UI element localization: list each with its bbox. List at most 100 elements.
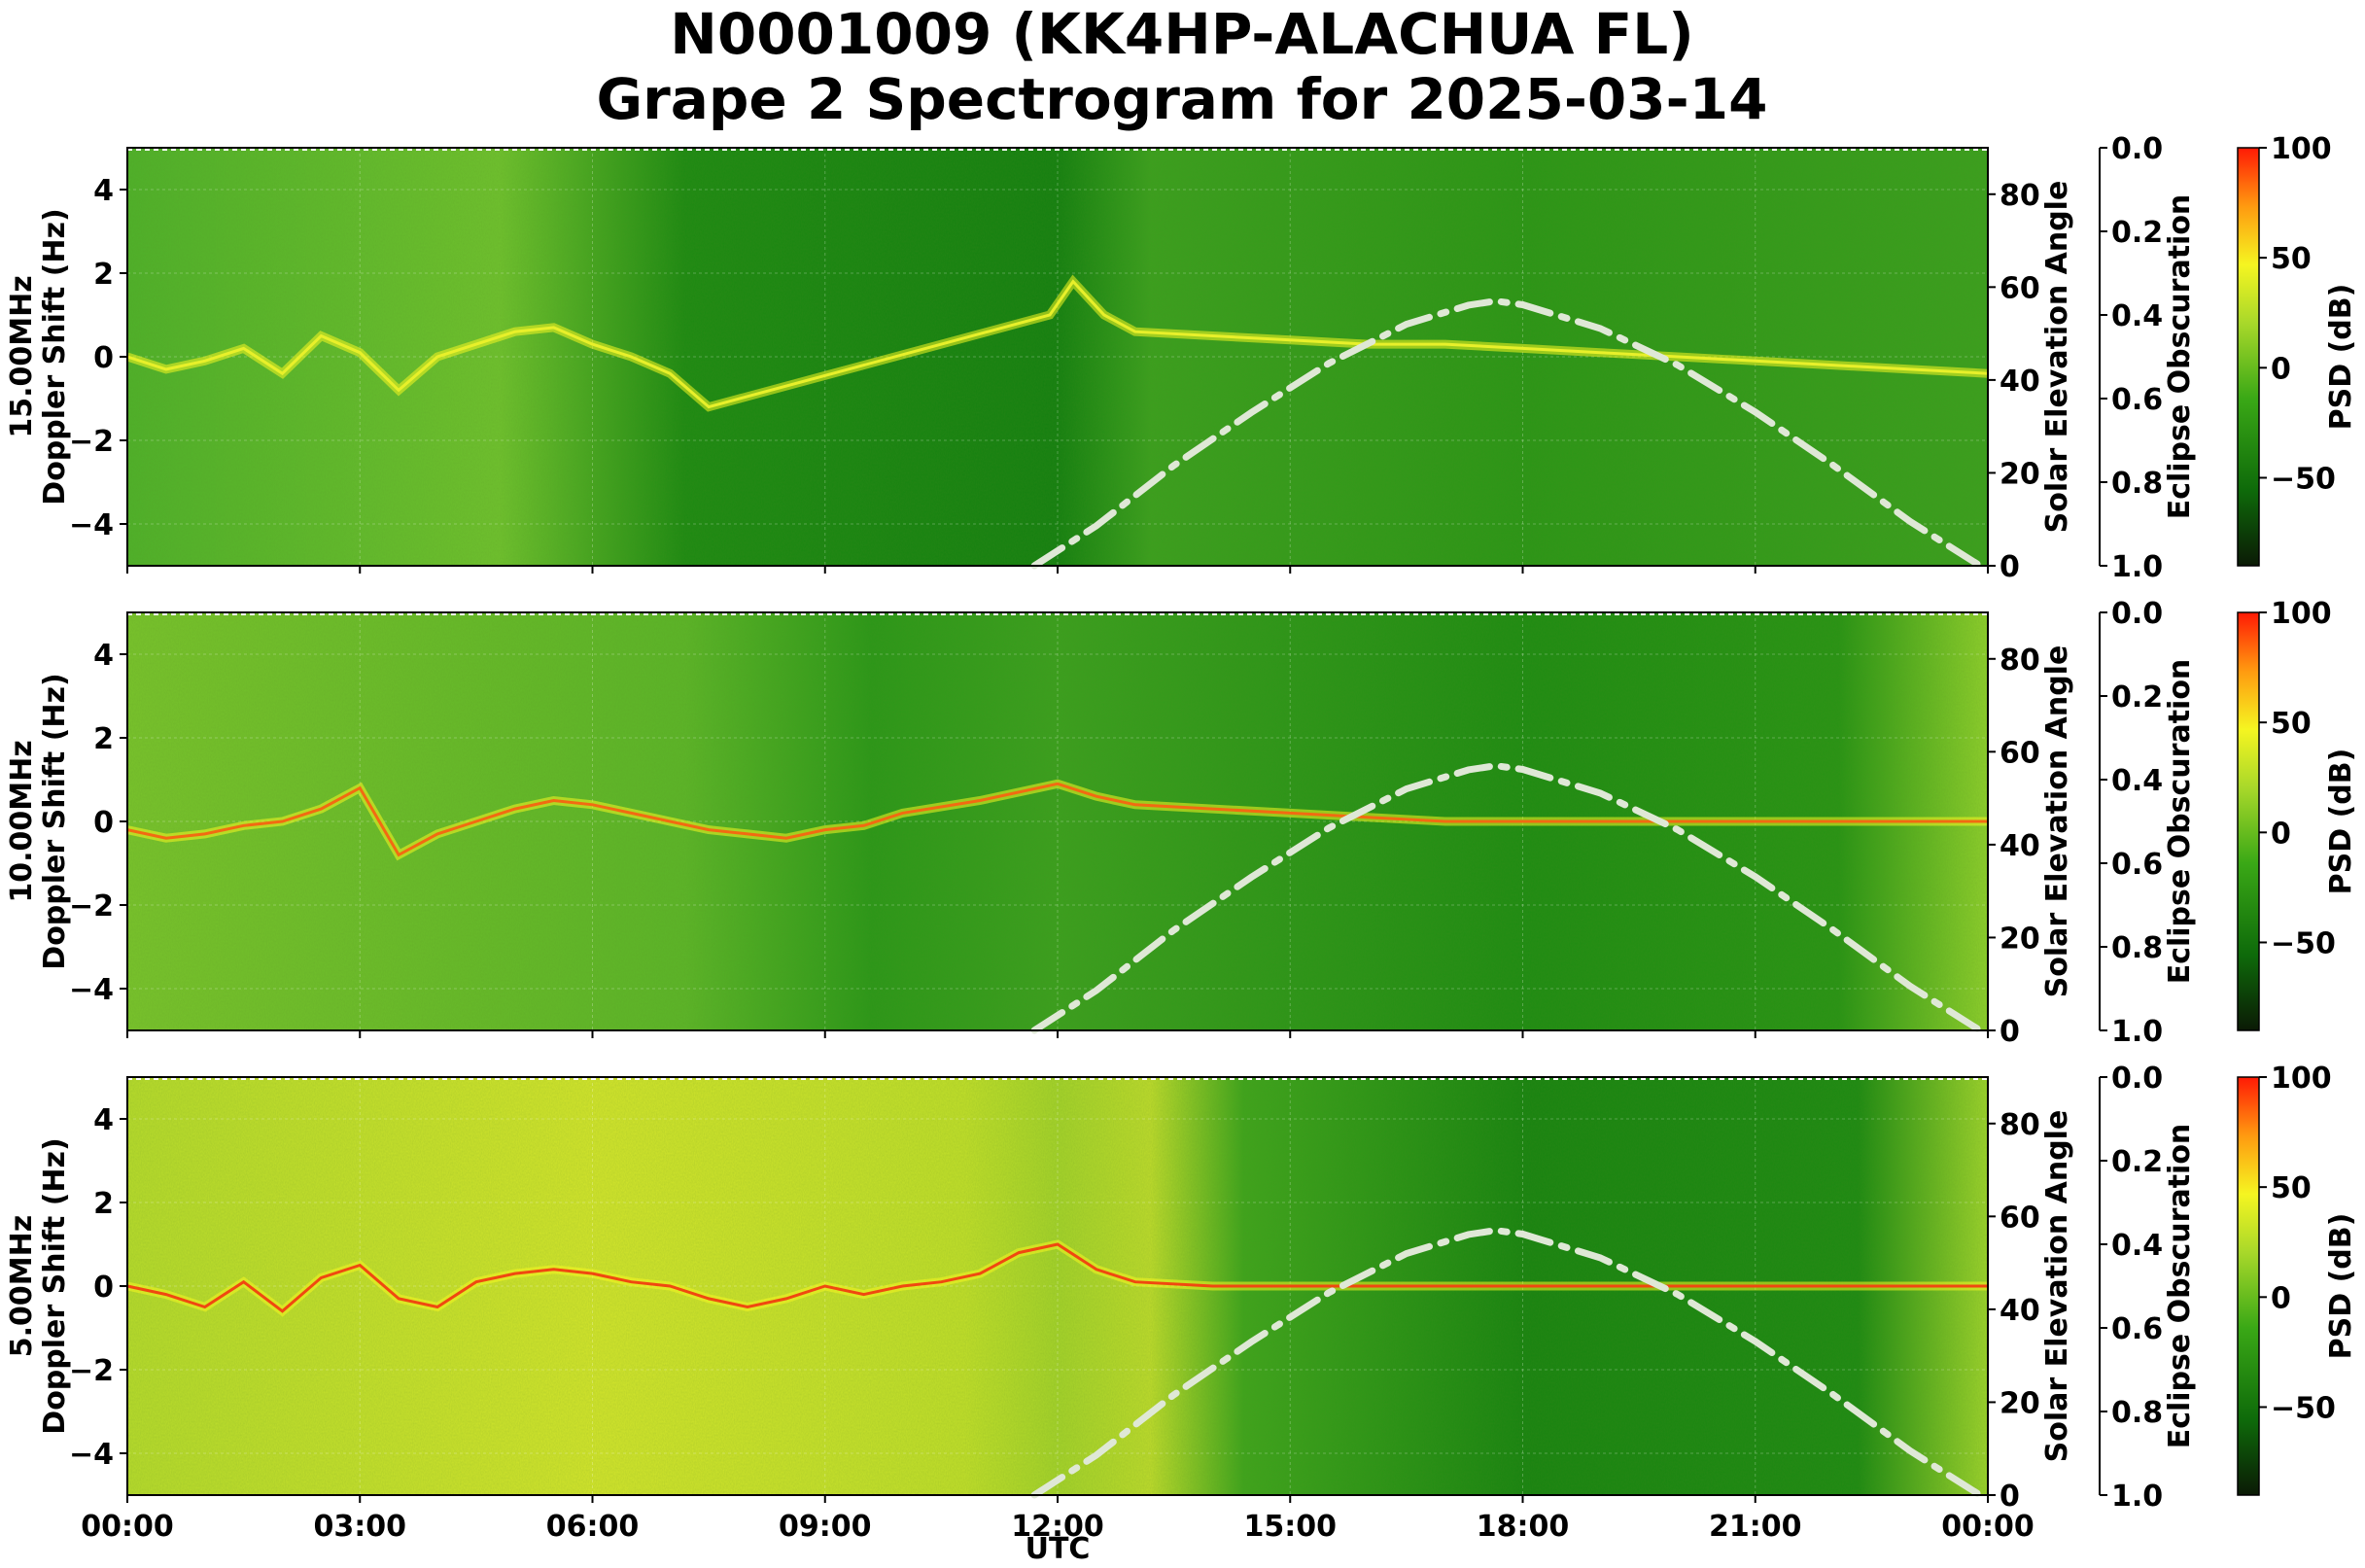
panel-2: 420−2−410.00MHz Doppler Shift (Hz)0204060… [5, 597, 2358, 1049]
colorbar [2237, 1076, 2260, 1496]
obscuration-axis-label: Eclipse Obscuration [2163, 659, 2197, 985]
y-tick-label: 2 [93, 1187, 114, 1221]
colorbar-tick-label: 0 [2271, 352, 2291, 386]
solar-elevation-curve [1030, 1227, 1984, 1499]
solar-tick-label: 40 [2000, 365, 2040, 399]
chart-title-line1: N0001009 (KK4HP-ALACHUA FL) [670, 1, 1693, 67]
solar-tick-label: 20 [2000, 922, 2040, 956]
x-tick-label: 15:00 [1244, 1510, 1338, 1544]
colorbar-tick-label: −50 [2271, 1391, 2336, 1425]
obscuration-tick-label: 1.0 [2111, 1480, 2163, 1514]
obscuration-tick-label: 0.0 [2111, 132, 2163, 166]
x-tick-label: 12:00 [1011, 1510, 1104, 1544]
y-tick-label: 4 [93, 1103, 114, 1137]
colorbar-tick-label: 0 [2271, 1281, 2291, 1315]
obscuration-tick-label: 0.6 [2111, 383, 2163, 417]
colorbar-tick-label: 100 [2271, 132, 2332, 166]
obscuration-axis-label: Eclipse Obscuration [2163, 1124, 2197, 1449]
y-axis-freq-label: 5.00MHz [5, 1215, 39, 1357]
panel-3: 420−2−45.00MHz Doppler Shift (Hz)02040608… [5, 1062, 2358, 1544]
y-tick-label: −2 [69, 1354, 114, 1388]
solar-tick-label: 80 [2000, 1108, 2040, 1142]
colorbar-label: PSD (dB) [2324, 1213, 2358, 1360]
y-axis-freq-label: 10.00MHz [5, 740, 39, 902]
x-tick-label: 09:00 [779, 1510, 872, 1544]
colorbar [2237, 611, 2260, 1031]
colorbar-tick-label: 100 [2271, 597, 2332, 631]
y-tick-label: −4 [69, 1438, 114, 1472]
colorbar-tick-label: 50 [2271, 707, 2312, 741]
obscuration-axis-label: Eclipse Obscuration [2163, 194, 2197, 520]
solar-tick-label: 40 [2000, 1294, 2040, 1328]
colorbar-tick-label: 50 [2271, 242, 2312, 276]
obscuration-tick-label: 0.2 [2111, 680, 2163, 714]
obscuration-tick-label: 1.0 [2111, 550, 2163, 584]
x-tick-label: 00:00 [81, 1510, 174, 1544]
solar-tick-label: 40 [2000, 829, 2040, 863]
solar-tick-label: 0 [2000, 1015, 2020, 1049]
x-tick-label: 03:00 [314, 1510, 407, 1544]
solar-tick-label: 60 [2000, 736, 2040, 770]
panels: 420−2−415.00MHz Doppler Shift (Hz)0204060… [5, 132, 2358, 1544]
y-tick-label: −2 [69, 425, 114, 459]
x-tick-label: 21:00 [1709, 1510, 1802, 1544]
obscuration-tick-label: 0.6 [2111, 848, 2163, 882]
chart-title-line2: Grape 2 Spectrogram for 2025-03-14 [597, 66, 1768, 132]
y-axis-label: Doppler Shift (Hz) [38, 1137, 72, 1434]
colorbar-tick-label: −50 [2271, 926, 2336, 960]
solar-axis-label: Solar Elevation Angle [2040, 1110, 2074, 1463]
obscuration-tick-label: 0.2 [2111, 216, 2163, 250]
y-tick-label: 0 [93, 341, 114, 375]
y-tick-label: −4 [69, 508, 114, 542]
solar-tick-label: 0 [2000, 1480, 2020, 1514]
colorbar-label: PSD (dB) [2324, 749, 2358, 895]
doppler-trace [126, 279, 1989, 409]
solar-axis-label: Solar Elevation Angle [2040, 181, 2074, 534]
y-tick-label: 4 [93, 174, 114, 208]
solar-tick-label: 0 [2000, 550, 2020, 584]
x-tick-label: 18:00 [1477, 1510, 1570, 1544]
solar-tick-label: 80 [2000, 644, 2040, 678]
obscuration-tick-label: 0.0 [2111, 1062, 2163, 1096]
solar-tick-label: 60 [2000, 271, 2040, 305]
obscuration-tick-label: 0.8 [2111, 1396, 2163, 1430]
doppler-trace [126, 1242, 1988, 1313]
solar-elevation-curve [1030, 762, 1984, 1034]
obscuration-tick-label: 0.8 [2111, 931, 2163, 965]
colorbar-label: PSD (dB) [2324, 284, 2358, 431]
colorbar-tick-label: 50 [2271, 1171, 2312, 1205]
y-tick-label: −2 [69, 889, 114, 923]
obscuration-tick-label: 0.4 [2111, 299, 2163, 333]
colorbar-tick-label: 100 [2271, 1062, 2332, 1096]
y-tick-label: 2 [93, 258, 114, 292]
solar-elevation-curve [1030, 297, 1984, 570]
y-axis-label: Doppler Shift (Hz) [38, 673, 72, 969]
y-tick-label: 0 [93, 1271, 114, 1305]
y-tick-label: 0 [93, 806, 114, 840]
solar-axis-label: Solar Elevation Angle [2040, 645, 2074, 998]
y-tick-label: 4 [93, 639, 114, 673]
colorbar [2237, 147, 2260, 567]
doppler-trace [126, 782, 1988, 857]
obscuration-tick-label: 0.8 [2111, 467, 2163, 501]
y-tick-label: −4 [69, 973, 114, 1007]
obscuration-tick-label: 0.4 [2111, 764, 2163, 798]
colorbar-tick-label: 0 [2271, 817, 2291, 851]
y-tick-label: 2 [93, 722, 114, 756]
solar-tick-label: 80 [2000, 179, 2040, 213]
y-axis-label: Doppler Shift (Hz) [38, 208, 72, 505]
x-axis-label: UTC [1026, 1532, 1091, 1566]
solar-tick-label: 20 [2000, 457, 2040, 491]
obscuration-tick-label: 0.6 [2111, 1312, 2163, 1346]
panel-1: 420−2−415.00MHz Doppler Shift (Hz)0204060… [5, 132, 2358, 584]
solar-tick-label: 20 [2000, 1386, 2040, 1420]
obscuration-tick-label: 1.0 [2111, 1015, 2163, 1049]
solar-tick-label: 60 [2000, 1201, 2040, 1235]
obscuration-tick-label: 0.4 [2111, 1229, 2163, 1263]
obscuration-tick-label: 0.2 [2111, 1145, 2163, 1179]
x-tick-label: 06:00 [546, 1510, 640, 1544]
y-axis-freq-label: 15.00MHz [5, 275, 39, 437]
colorbar-tick-label: −50 [2271, 462, 2336, 496]
obscuration-tick-label: 0.0 [2111, 597, 2163, 631]
